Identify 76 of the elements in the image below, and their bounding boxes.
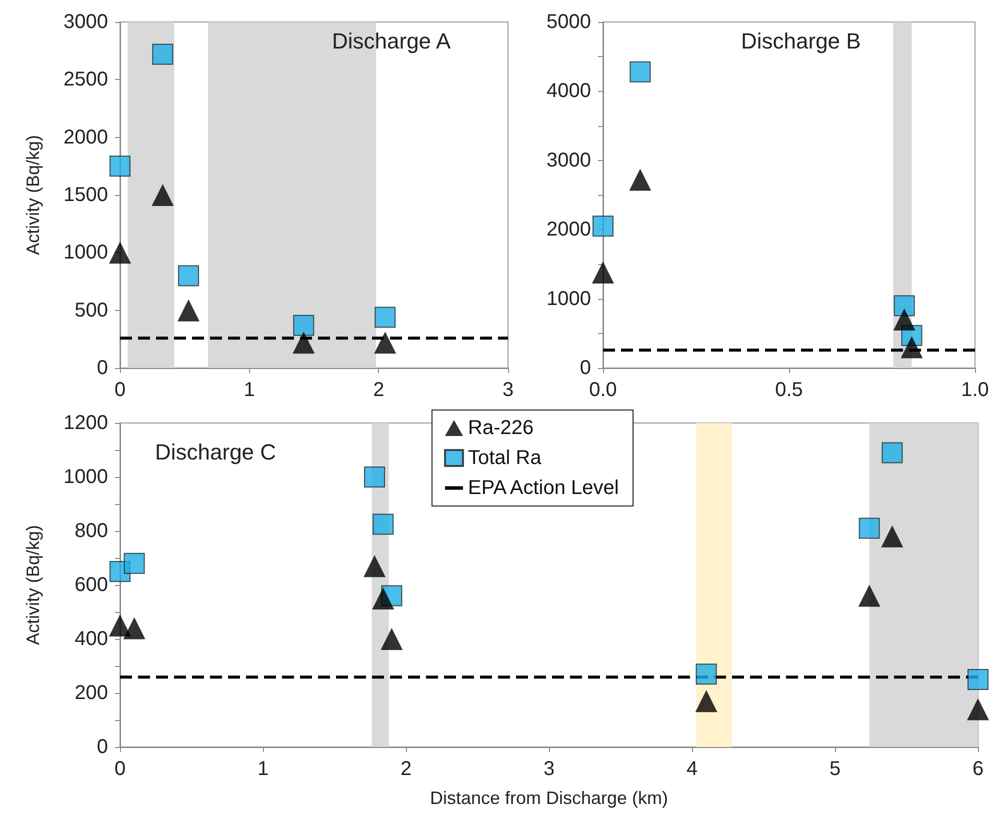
point: [893, 308, 916, 331]
y-tick-label: 1000: [64, 466, 108, 488]
point: [364, 555, 386, 578]
point: [629, 168, 652, 191]
point: [124, 552, 145, 574]
y-tick-label: 1000: [64, 242, 108, 264]
point: [967, 698, 989, 720]
point: [152, 184, 174, 206]
annotation: Discharge A: [332, 28, 451, 54]
y-tick-label: 3000: [546, 149, 591, 172]
point: [858, 518, 880, 539]
annotation: Discharge C: [155, 440, 276, 464]
point: [900, 336, 923, 358]
x-tick-label: 2: [400, 758, 412, 780]
point: [110, 156, 130, 177]
y-tick-label: 800: [74, 520, 108, 542]
y-tick-label: 3000: [64, 11, 108, 33]
y-tick-label: 1200: [64, 412, 108, 434]
point: [695, 690, 718, 712]
point: [696, 664, 717, 685]
y-tick-label: 0: [96, 736, 108, 758]
legend-label: Total Ra: [468, 447, 542, 469]
x-tick-label: 1: [244, 379, 255, 401]
y-tick-label: 2000: [64, 126, 108, 148]
y-tick-label: 4000: [546, 80, 591, 102]
y-tick-label: 500: [74, 299, 108, 322]
y-axis-title: Activity (Bq/kg): [23, 134, 43, 256]
y-axis-title: Activity (Bq/kg): [23, 524, 43, 646]
point: [881, 525, 904, 548]
point: [293, 314, 314, 336]
point: [109, 242, 131, 264]
x-tick-label: 0.5: [775, 379, 803, 401]
y-tick-label: 1000: [546, 288, 591, 310]
y-tick-label: 5000: [546, 11, 591, 33]
x-tick-label: 1: [257, 758, 269, 780]
x-tick-label: 2: [373, 379, 384, 401]
point: [123, 617, 146, 640]
y-tick-label: 600: [74, 574, 108, 596]
x-tick-label: 0: [114, 758, 126, 780]
y-tick-label: 2000: [546, 218, 591, 241]
x-tick-label: 0.0: [589, 379, 617, 401]
legend-label: EPA Action Level: [468, 477, 619, 499]
legend-label: Ra-226: [468, 417, 534, 439]
x-axis-title: Distance from Discharge (km): [430, 788, 668, 808]
x-tick-label: 0: [114, 379, 126, 401]
point: [178, 265, 200, 286]
y-tick-label: 1500: [64, 184, 108, 206]
point: [630, 61, 651, 82]
x-tick-label: 5: [829, 758, 841, 780]
point: [374, 306, 396, 328]
point: [380, 628, 403, 650]
point: [592, 262, 614, 284]
point: [894, 295, 915, 316]
point: [372, 588, 394, 610]
point: [372, 514, 394, 535]
point: [858, 584, 880, 607]
point: [364, 466, 386, 488]
x-tick-label: 3: [543, 758, 555, 780]
point: [152, 44, 174, 65]
annotation: Discharge B: [741, 28, 861, 54]
x-tick-label: 1.0: [961, 379, 989, 401]
x-tick-label: 4: [686, 758, 698, 780]
y-tick-label: 200: [74, 682, 108, 704]
y-tick-label: 400: [74, 628, 108, 650]
point: [178, 299, 200, 322]
point: [968, 669, 988, 690]
point: [292, 332, 315, 354]
point: [882, 442, 903, 464]
point: [109, 614, 131, 636]
x-tick-label: 6: [972, 758, 984, 780]
y-tick-label: 0: [580, 357, 591, 379]
x-tick-label: 3: [502, 379, 514, 401]
point: [374, 332, 396, 354]
y-tick-label: 0: [96, 357, 108, 379]
y-tick-label: 2500: [64, 68, 108, 91]
point: [592, 216, 614, 237]
